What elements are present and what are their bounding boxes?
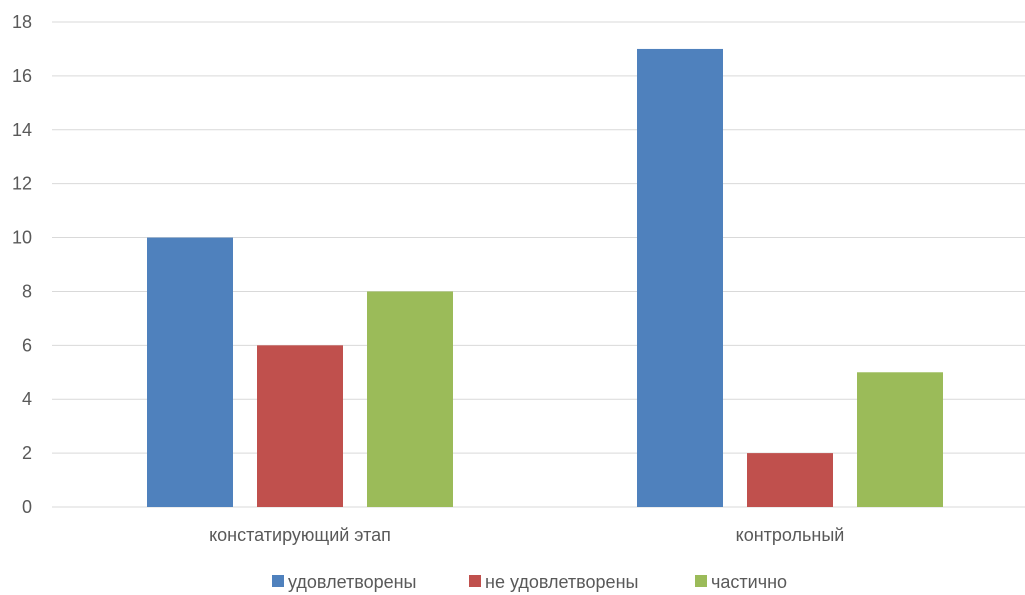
bar-3-2: [857, 372, 943, 507]
legend-swatch: [469, 575, 481, 587]
bar-1-2: [637, 48, 723, 507]
legend-item: не удовлетворены: [469, 572, 638, 592]
y-tick-label: 6: [22, 335, 32, 355]
x-category-label: контрольный: [736, 525, 845, 545]
bars: [147, 48, 943, 508]
y-tick-label: 0: [22, 497, 32, 517]
y-axis-tick-labels: 0 2 4 6 8 10 12 14 16 18: [12, 12, 32, 517]
legend-label: частично: [711, 572, 787, 592]
y-tick-label: 12: [12, 174, 32, 194]
bar-1-1: [147, 237, 233, 508]
legend-item: удовлетворены: [272, 572, 417, 592]
y-tick-label: 16: [12, 66, 32, 86]
bar-3-1: [367, 291, 453, 507]
y-tick-label: 14: [12, 120, 32, 140]
y-tick-label: 4: [22, 389, 32, 409]
y-tick-label: 2: [22, 443, 32, 463]
y-tick-label: 18: [12, 12, 32, 32]
y-tick-label: 8: [22, 281, 32, 301]
bar-2-2: [747, 453, 833, 507]
bar-2-1: [257, 345, 343, 507]
x-axis-category-labels: констатирующий этап контрольный: [209, 525, 844, 545]
x-category-label: констатирующий этап: [209, 525, 391, 545]
legend: удовлетворены не удовлетворены частично: [272, 572, 787, 592]
legend-label: не удовлетворены: [485, 572, 638, 592]
legend-label: удовлетворены: [288, 572, 417, 592]
legend-item: частично: [695, 572, 787, 592]
legend-swatch: [695, 575, 707, 587]
y-tick-label: 10: [12, 228, 32, 248]
legend-swatch: [272, 575, 284, 587]
